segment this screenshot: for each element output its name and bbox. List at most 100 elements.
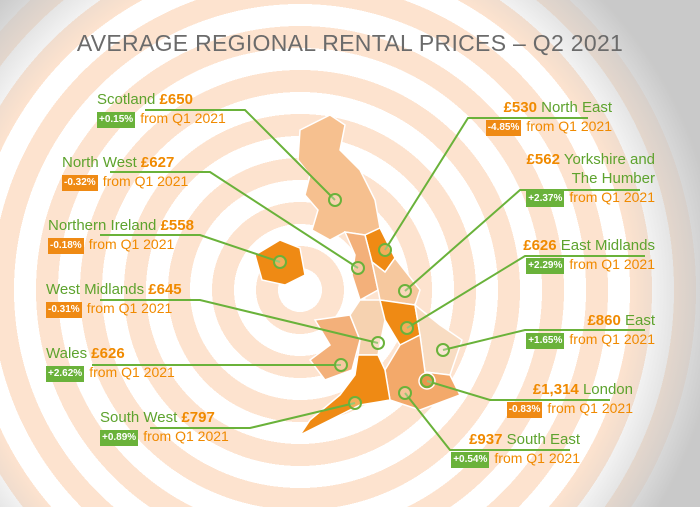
label-heading: North West £627 (62, 153, 188, 172)
region-label: £626 East Midlands +2.29% from Q1 2021 (523, 236, 655, 274)
label-heading: £937 South East (451, 430, 580, 449)
period: from Q1 2021 (547, 400, 633, 416)
region-dot (328, 193, 342, 207)
period: from Q1 2021 (89, 364, 175, 380)
leader-line (100, 234, 281, 263)
label-heading: £626 East Midlands (523, 236, 655, 255)
region-price: £860 (587, 312, 621, 329)
label-change: +1.65% from Q1 2021 (526, 330, 655, 349)
label-change: -4.85% from Q1 2021 (485, 117, 612, 136)
leader-line (406, 255, 645, 329)
region-scotland (297, 114, 381, 241)
change-badge: -0.31% (46, 302, 82, 318)
period: from Q1 2021 (102, 173, 189, 189)
region-price: £937 (469, 431, 503, 448)
label-heading: £1,314 London (507, 380, 633, 399)
label-heading: £860 East (526, 311, 655, 330)
region-name: North West (62, 154, 137, 171)
label-change: +2.29% from Q1 2021 (523, 255, 655, 274)
period: from Q1 2021 (140, 110, 226, 126)
region-name: Northern Ireland (48, 217, 157, 234)
period: from Q1 2021 (86, 300, 173, 316)
change-badge: +2.62% (46, 366, 85, 382)
period: from Q1 2021 (569, 256, 655, 272)
region-price: £626 (523, 237, 557, 254)
region-name: Wales (46, 345, 88, 362)
leader-line (384, 117, 588, 251)
change-badge: +0.15% (97, 112, 136, 128)
label-heading: £562 Yorkshire and The Humber (505, 150, 655, 188)
title: AVERAGE REGIONAL RENTAL PRICES – Q2 2021 (76, 30, 624, 56)
leader-line (404, 392, 570, 451)
region-label: £937 South East +0.54% from Q1 2021 (451, 430, 580, 468)
label-change: +0.54% from Q1 2021 (451, 449, 580, 468)
region-name: West Midlands (46, 281, 145, 298)
label-change: +2.62% from Q1 2021 (46, 363, 175, 382)
region-label: Wales £626 +2.62% from Q1 2021 (46, 344, 175, 382)
region-name: South West (100, 409, 178, 426)
label-heading: South West £797 (100, 408, 229, 427)
region-price: £645 (148, 281, 182, 298)
region-name: Scotland (97, 91, 156, 108)
region-label: £530 North East -4.85% from Q1 2021 (485, 98, 612, 136)
change-badge: -0.83% (506, 402, 543, 418)
region-price: £562 (526, 151, 560, 168)
period: from Q1 2021 (494, 450, 580, 466)
label-change: -0.32% from Q1 2021 (62, 172, 188, 191)
label-heading: £530 North East (486, 98, 612, 117)
leader-line (404, 189, 640, 292)
leader-line (442, 329, 645, 351)
label-change: -0.18% from Q1 2021 (48, 235, 194, 254)
region-dot (273, 255, 287, 269)
region-dot (400, 321, 414, 335)
region-northern-ireland (254, 239, 306, 286)
change-badge: -4.85% (485, 120, 522, 136)
region-name: East Midlands (560, 237, 655, 254)
leader-line (426, 380, 610, 401)
label-change: +0.89% from Q1 2021 (100, 427, 229, 446)
region-name: East (624, 312, 655, 329)
region-label: £1,314 London -0.83% from Q1 2021 (506, 380, 633, 418)
region-dot (378, 243, 392, 257)
region-label: West Midlands £645 -0.31% from Q1 2021 (46, 280, 182, 318)
change-badge: +1.65% (526, 333, 565, 349)
region-dot (420, 374, 434, 388)
change-badge: +2.29% (526, 258, 565, 274)
region-yorkshire (370, 256, 421, 306)
region-south-west (297, 354, 391, 437)
region-label: £562 Yorkshire and The Humber +2.37% from … (505, 150, 655, 207)
region-price: £650 (159, 91, 193, 108)
leader-line (100, 299, 379, 344)
region-dot (398, 386, 412, 400)
period: from Q1 2021 (143, 428, 229, 444)
label-heading: Northern Ireland £558 (48, 216, 194, 235)
leader-line (145, 109, 336, 201)
change-badge: +0.54% (451, 452, 490, 468)
region-label: South West £797 +0.89% from Q1 2021 (100, 408, 229, 446)
region-price: £1,314 (532, 381, 579, 398)
label-change: -0.31% from Q1 2021 (46, 299, 182, 318)
period: from Q1 2021 (569, 331, 655, 347)
region-price: £797 (181, 409, 215, 426)
region-name: Yorkshire and The Humber (563, 151, 655, 187)
label-change: -0.83% from Q1 2021 (506, 399, 633, 418)
label-heading: Wales £626 (46, 344, 175, 363)
region-price: £558 (160, 217, 194, 234)
change-badge: -0.18% (48, 238, 84, 254)
label-heading: Scotland £650 (97, 90, 226, 109)
region-dot (351, 261, 365, 275)
region-name: London (582, 381, 633, 398)
region-label: Scotland £650 +0.15% from Q1 2021 (97, 90, 226, 128)
leader-line (110, 171, 359, 269)
change-badge: +2.37% (526, 191, 565, 207)
region-wales (308, 314, 361, 381)
region-dot (398, 284, 412, 298)
region-north-west (343, 231, 379, 302)
leader-line (150, 402, 356, 429)
region-price: £626 (91, 345, 125, 362)
label-change: +0.15% from Q1 2021 (97, 109, 226, 128)
period: from Q1 2021 (569, 189, 655, 205)
region-price: £530 (503, 99, 537, 116)
